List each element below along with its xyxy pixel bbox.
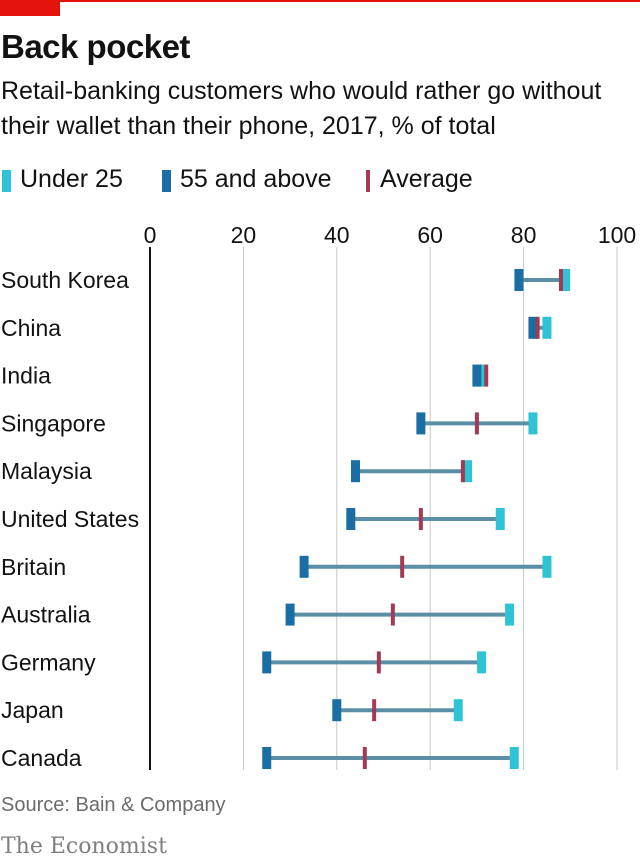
marker-55-and-above-japan	[332, 699, 342, 722]
marker-average-china	[535, 316, 540, 339]
marker-55-and-above-britain	[299, 555, 309, 578]
marker-average-malaysia	[460, 460, 465, 483]
x-tick-label-0: 0	[144, 222, 157, 248]
marker-average-south-korea	[558, 269, 563, 291]
marker-under-25-australia	[505, 603, 515, 626]
category-label-canada: Canada	[1, 745, 82, 771]
top-red-rule	[0, 0, 640, 2]
marker-under-25-united-states	[495, 508, 505, 530]
marker-under-25-south-korea	[561, 269, 571, 291]
marker-average-singapore	[474, 412, 479, 435]
marker-under-25-britain	[542, 555, 552, 578]
x-tick-label-20: 20	[231, 222, 257, 248]
marker-under-25-malaysia	[463, 460, 473, 483]
category-label-australia: Australia	[1, 602, 91, 628]
marker-under-25-india	[477, 364, 487, 387]
marker-average-japan	[372, 699, 377, 722]
marker-under-25-china	[542, 316, 552, 339]
legend-swatch-average	[366, 170, 370, 192]
x-tick-label-40: 40	[324, 222, 350, 248]
category-label-japan: Japan	[1, 697, 64, 723]
dumbbell-chart: 0 20 40 60 80 100 South Korea China India Singapo…	[1, 222, 636, 771]
marker-under-25-singapore	[528, 412, 538, 435]
category-label-south-korea: South Korea	[1, 267, 129, 293]
x-tick-label-60: 60	[417, 222, 443, 248]
marker-55-and-above-germany	[262, 651, 272, 674]
category-label-singapore: Singapore	[1, 410, 106, 436]
marker-55-and-above-singapore	[416, 412, 426, 435]
marker-average-britain	[400, 555, 405, 578]
marker-average-australia	[390, 603, 395, 626]
publisher-logo: The Economist	[1, 834, 167, 859]
marker-average-india	[484, 364, 489, 387]
category-label-malaysia: Malaysia	[1, 458, 92, 484]
category-label-britain: Britain	[1, 554, 66, 580]
legend-label-average: Average	[380, 165, 473, 193]
legend-label-55-and-above: 55 and above	[180, 165, 332, 193]
marker-55-and-above-canada	[262, 747, 272, 769]
marker-under-25-germany	[477, 651, 487, 674]
category-label-india: India	[1, 363, 51, 389]
legend: Under 25 55 and above Average	[0, 164, 640, 198]
marker-55-and-above-malaysia	[350, 460, 360, 483]
legend-swatch-55-and-above	[162, 170, 171, 192]
x-tick-label-80: 80	[511, 222, 537, 248]
marker-55-and-above-india	[472, 364, 482, 387]
legend-label-under-25: Under 25	[20, 165, 123, 193]
marker-55-and-above-australia	[285, 603, 295, 626]
marker-55-and-above-united-states	[346, 508, 356, 530]
legend-swatch-under-25	[2, 170, 11, 192]
source-note: Source: Bain & Company	[1, 794, 226, 816]
marker-average-canada	[362, 747, 367, 769]
marker-under-25-canada	[509, 747, 519, 769]
chart-title: Back pocket	[1, 28, 190, 65]
category-label-united-states: United States	[1, 506, 139, 532]
marker-average-germany	[376, 651, 381, 674]
category-label-germany: Germany	[1, 649, 96, 675]
marker-55-and-above-south-korea	[514, 269, 524, 291]
marker-average-united-states	[418, 508, 423, 530]
chart-subtitle: Retail-banking customers who would rathe…	[1, 77, 602, 140]
marker-55-and-above-china	[528, 316, 538, 339]
category-label-china: China	[1, 315, 61, 341]
top-red-tag	[0, 0, 60, 16]
x-tick-label-100: 100	[598, 222, 636, 248]
marker-under-25-japan	[453, 699, 463, 722]
